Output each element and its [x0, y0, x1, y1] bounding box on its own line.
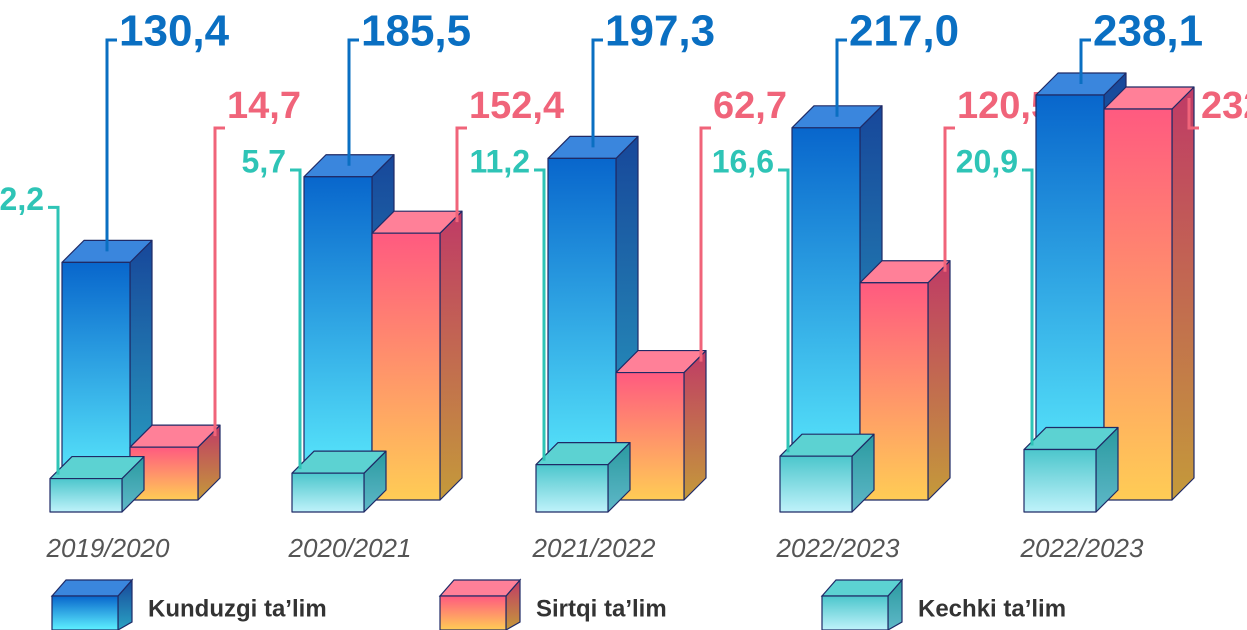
value-label: 238,1	[1093, 7, 1203, 56]
value-label: 14,7	[227, 85, 301, 127]
value-label: 152,4	[469, 85, 564, 127]
legend-icon-top	[50, 579, 134, 597]
legend-icon-top	[438, 579, 522, 597]
category-group: 185,5 152,4 5,7 2020/2021	[242, 7, 565, 563]
bar	[129, 424, 221, 501]
value-label: 62,7	[713, 85, 787, 127]
value-label: 185,5	[361, 7, 471, 56]
bar-side	[1171, 86, 1195, 501]
leader-line	[778, 168, 790, 453]
leader-line	[591, 38, 603, 148]
value-label: 5,7	[242, 143, 286, 179]
category-label: 2022/2023	[776, 533, 900, 563]
bar-front	[303, 176, 373, 496]
leader-line	[699, 126, 711, 362]
legend-label: Kunduzgi ta’lim	[148, 595, 327, 622]
leader-line	[1187, 98, 1199, 130]
bar-side	[439, 210, 463, 501]
value-label: 16,6	[712, 143, 774, 179]
category-group: 238,1 232,3 20,9 2022/2023	[956, 7, 1247, 563]
bar-front	[1023, 448, 1097, 513]
bar-side	[927, 260, 951, 501]
category-label: 2019/2020	[46, 533, 170, 563]
value-label: 2,2	[0, 181, 44, 217]
legend-label: Kechki ta’lim	[918, 595, 1066, 622]
bar-front	[49, 477, 123, 513]
bar	[291, 450, 387, 513]
bar	[371, 210, 463, 501]
legend-item: Kunduzgi ta’lim	[50, 578, 327, 630]
leader-line	[1022, 168, 1034, 446]
leader-line	[943, 126, 955, 272]
bar	[1023, 426, 1119, 513]
leader-line	[1079, 38, 1091, 84]
category-group: 197,3 62,7 11,2 2021/2022	[469, 7, 786, 563]
legend-icon	[51, 595, 119, 630]
value-label: 20,9	[956, 143, 1018, 179]
leader-line	[48, 205, 60, 475]
value-label: 217,0	[849, 7, 959, 56]
bar-front	[859, 282, 929, 501]
bar	[535, 441, 631, 513]
value-label: 130,4	[119, 7, 230, 56]
leader-line	[534, 168, 546, 461]
bar	[779, 433, 875, 513]
value-label: 197,3	[605, 7, 715, 56]
legend-item: Sirtqi ta’lim	[438, 578, 667, 630]
leader-line	[835, 38, 847, 117]
value-label: 232,3	[1201, 85, 1247, 127]
category-label: 2020/2021	[288, 533, 412, 563]
leader-line	[105, 38, 117, 252]
legend-icon	[821, 595, 889, 630]
bar-front	[535, 463, 609, 513]
legend-item: Kechki ta’lim	[820, 578, 1066, 630]
category-group: 130,4 14,7 2,2 2019/2020	[0, 7, 301, 563]
category-label: 2022/2023	[1020, 533, 1144, 563]
leader-line	[213, 126, 225, 437]
legend-label: Sirtqi ta’lim	[536, 595, 667, 622]
bar-side	[683, 349, 707, 501]
legend-icon-top	[820, 579, 904, 597]
leader-line	[347, 38, 359, 166]
legend-icon	[439, 595, 507, 630]
bar-front	[291, 472, 365, 513]
category-label: 2021/2022	[532, 533, 656, 563]
value-label: 11,2	[469, 143, 530, 179]
leader-line	[455, 126, 467, 223]
bar	[615, 349, 707, 501]
leader-line	[290, 168, 302, 470]
bar-front	[779, 455, 853, 513]
bar	[859, 260, 951, 501]
bar	[49, 455, 145, 513]
